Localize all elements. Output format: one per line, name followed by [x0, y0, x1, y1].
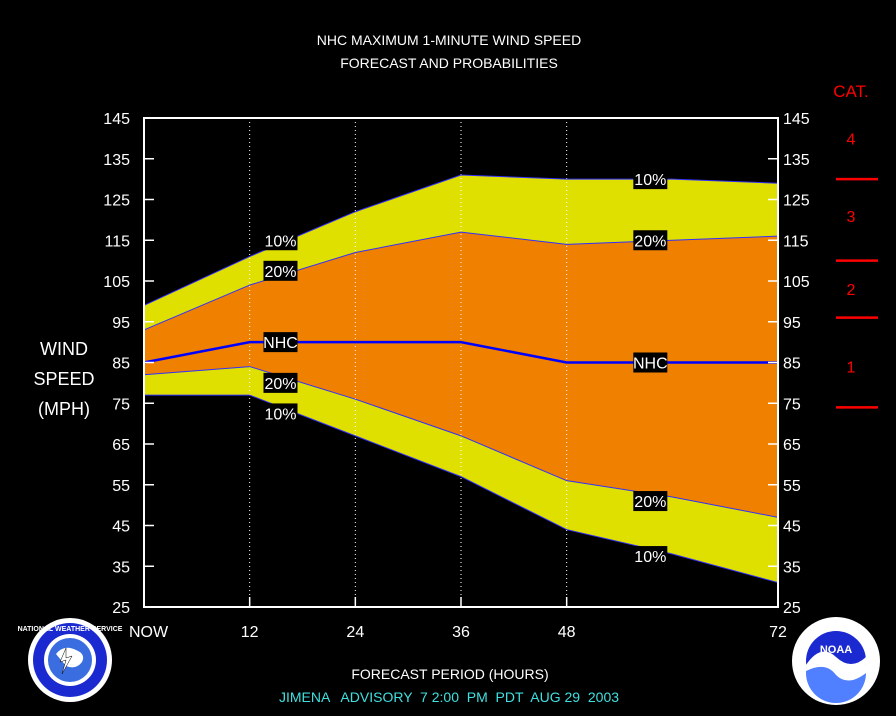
series-label-box	[633, 546, 668, 567]
y-tick-label-left: 145	[103, 111, 130, 128]
y-tick-label-right: 75	[783, 396, 801, 413]
y-tick-label-right: 25	[783, 600, 801, 617]
series-label: 20%	[634, 233, 666, 250]
series-line-band-edge-1	[143, 231, 779, 331]
y-tick-label-left: 95	[112, 315, 130, 332]
series-label-box	[263, 372, 298, 393]
y-tick-label-left: 45	[112, 519, 130, 536]
series-labels: 10% 20% NHC 20% 10% 10% 20% NHC 20% 10%	[263, 169, 668, 567]
series-label-box	[263, 230, 298, 251]
x-tick-label: NOW	[129, 624, 169, 641]
y-tick-label-right: 105	[783, 274, 810, 291]
x-axis-ticks: NOW 12 24 36 48 72	[129, 597, 787, 641]
x-tick-label: 36	[452, 624, 470, 641]
y-tick-label-left: 135	[103, 152, 130, 169]
series-label-box	[633, 230, 668, 251]
y-tick-label-right: 115	[783, 233, 809, 250]
series-label: 10%	[264, 406, 296, 423]
y-tick-label-left: 25	[112, 600, 130, 617]
series-label-box	[263, 403, 298, 424]
y-tick-label-right: 95	[783, 315, 801, 332]
y-tick-label-right: 35	[783, 559, 801, 576]
y-axis-title: WIND SPEED (MPH)	[33, 339, 94, 419]
y-tick-label-left: 75	[112, 396, 130, 413]
category-label: 2	[847, 282, 856, 299]
x-tick-label: 12	[241, 624, 259, 641]
y-tick-label-left: 125	[103, 193, 130, 210]
y-tick-label-right: 85	[783, 356, 801, 373]
nws-logo: NATIONAL WEATHER SERVICE	[18, 618, 123, 702]
series-line-band-edge-3	[143, 366, 779, 518]
series-line-band-edge-4	[144, 394, 779, 584]
nws-logo-text: NATIONAL WEATHER SERVICE	[18, 626, 123, 633]
series-lines	[143, 174, 779, 584]
noaa-logo-text: NOAA	[820, 644, 852, 656]
chart-subtitle: FORECAST AND PROBABILITIES	[340, 55, 558, 71]
category-scale: CAT. 4 3 2 1	[833, 82, 878, 409]
chart-title: NHC MAXIMUM 1-MINUTE WIND SPEED	[317, 32, 581, 48]
series-label: NHC	[263, 335, 298, 352]
y-tick-label-right: 125	[783, 193, 810, 210]
series-label: 20%	[634, 494, 666, 511]
y-tick-label-right: 55	[783, 478, 801, 495]
x-tick-label: 48	[558, 624, 576, 641]
advisory-footer: JIMENA ADVISORY 7 2:00 PM PDT AUG 29 200…	[279, 689, 619, 705]
y-tick-label-left: 65	[112, 437, 130, 454]
series-label: 20%	[264, 264, 296, 281]
y-tick-label-left: 35	[112, 559, 130, 576]
series-line-band-edge-0	[143, 174, 779, 306]
y-tick-label-left: 115	[104, 233, 130, 250]
series-label-box	[633, 169, 668, 190]
y-tick-label-right: 145	[783, 111, 810, 128]
y-axis-ticks: 25 25 35 35 45 45 55 55 65 65 75 75 85 85 95 95 105 105 11…	[103, 111, 810, 617]
y-axis-title-line-2: SPEED	[33, 369, 94, 389]
series-label-box	[633, 491, 668, 512]
series-label-box	[633, 352, 668, 373]
series-line-nhc	[143, 340, 778, 364]
category-title: CAT.	[833, 82, 869, 101]
category-label: 3	[847, 209, 856, 226]
series-label: 10%	[634, 172, 666, 189]
series-label: 20%	[264, 376, 296, 393]
y-tick-label-left: 105	[103, 274, 130, 291]
series-label: NHC	[633, 356, 668, 373]
y-tick-label-right: 45	[783, 519, 801, 536]
y-axis-title-line-3: (MPH)	[38, 399, 90, 419]
series-label: 10%	[264, 233, 296, 250]
noaa-logo: NOAA	[792, 617, 880, 705]
series-label-box	[263, 260, 298, 281]
x-tick-label: 24	[346, 624, 364, 641]
y-tick-label-left: 85	[112, 356, 130, 373]
category-label: 4	[847, 131, 856, 148]
x-tick-label: 72	[769, 624, 787, 641]
series-label: 10%	[634, 549, 666, 566]
x-axis-title: FORECAST PERIOD (HOURS)	[351, 666, 548, 682]
series-label-box	[263, 332, 298, 353]
y-axis-title-line-1: WIND	[40, 339, 88, 359]
y-tick-label-right: 65	[783, 437, 801, 454]
y-tick-label-right: 135	[783, 152, 810, 169]
y-tick-label-left: 55	[112, 478, 130, 495]
category-label: 1	[847, 360, 856, 377]
